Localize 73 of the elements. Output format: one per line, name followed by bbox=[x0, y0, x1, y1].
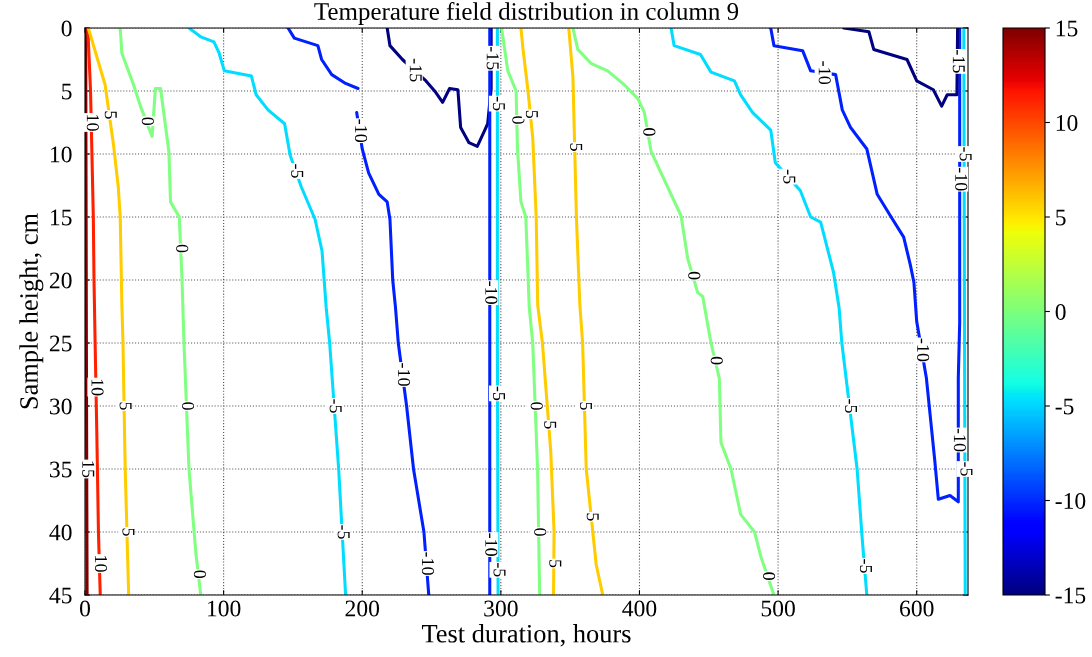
annotation: -10 bbox=[354, 119, 368, 143]
y-tick-label: 20 bbox=[49, 272, 72, 289]
annotation: 15 bbox=[82, 461, 95, 478]
annotation: 5 bbox=[119, 402, 132, 410]
x-tick-label: 100 bbox=[207, 600, 241, 617]
annotation: -5 bbox=[859, 559, 872, 573]
annotation: -10 bbox=[397, 363, 411, 386]
annotation: 0 bbox=[643, 128, 656, 136]
annotation: -5 bbox=[493, 386, 506, 401]
annotation: 0 bbox=[193, 570, 206, 579]
annotation: -10 bbox=[485, 533, 498, 556]
y-tick-label: 0 bbox=[61, 20, 72, 37]
annotation: -10 bbox=[917, 338, 930, 362]
x-tick-label: 600 bbox=[900, 600, 934, 617]
y-tick-label: 5 bbox=[62, 83, 72, 100]
annotation: -5 bbox=[337, 525, 350, 539]
annotation: 10 bbox=[91, 379, 104, 396]
annotation: 5 bbox=[579, 402, 592, 410]
annotation: -5 bbox=[844, 399, 857, 413]
annotation: -10 bbox=[955, 167, 968, 191]
annotation: -5 bbox=[959, 147, 972, 161]
annotation: 0 bbox=[710, 356, 723, 365]
annotation: -5 bbox=[492, 96, 505, 111]
color-bar-label: 0 bbox=[1055, 303, 1066, 320]
annotation: -5 bbox=[329, 399, 342, 413]
annotation: -5 bbox=[291, 164, 304, 178]
x-axis-title: Test duration, hours bbox=[422, 624, 631, 647]
annotation: 5 bbox=[122, 528, 135, 536]
annotation: -10 bbox=[485, 281, 498, 304]
annotation: 5 bbox=[586, 513, 599, 521]
annotation: 0 bbox=[141, 117, 154, 126]
y-tick-label: 40 bbox=[49, 524, 72, 541]
annotation: 5 bbox=[549, 560, 562, 568]
annotation: 0 bbox=[530, 402, 543, 410]
chart-title: Temperature field distribution in column 9 bbox=[314, 2, 739, 25]
y-axis-title: Sample height, cm bbox=[19, 213, 44, 409]
color-bar-label: -15 bbox=[1055, 587, 1086, 604]
color-bar-label: 15 bbox=[1056, 20, 1078, 37]
annotation: -5 bbox=[960, 462, 973, 476]
x-tick-label: 400 bbox=[622, 600, 657, 617]
color-bar-label: 5 bbox=[1056, 209, 1066, 226]
x-tick-label: 500 bbox=[761, 600, 795, 617]
annotation: -10 bbox=[818, 61, 831, 85]
x-tick-label: 200 bbox=[345, 600, 380, 617]
annotation: 0 bbox=[181, 402, 195, 410]
annotation: -15 bbox=[952, 50, 965, 73]
color-bar-label: -10 bbox=[1055, 492, 1086, 509]
color-bar-label: 10 bbox=[1056, 114, 1078, 131]
annotation: 0 bbox=[688, 271, 701, 280]
annotation: 10 bbox=[86, 115, 99, 131]
annotation: 10 bbox=[94, 556, 108, 572]
x-tick-label: 300 bbox=[484, 600, 518, 617]
annotation: -10 bbox=[953, 428, 966, 452]
y-tick-label: 30 bbox=[50, 398, 72, 415]
annotation: 0 bbox=[176, 244, 189, 253]
annotation: 0 bbox=[762, 572, 776, 580]
annotation: 5 bbox=[104, 111, 117, 119]
annotation: 0 bbox=[534, 528, 547, 536]
annotation: -15 bbox=[409, 58, 422, 82]
y-tick-label: 10 bbox=[50, 146, 72, 163]
annotation: -10 bbox=[421, 552, 435, 575]
annotation: -5 bbox=[493, 562, 506, 577]
annotation: 5 bbox=[570, 143, 583, 151]
x-tick-label: 0 bbox=[80, 600, 90, 617]
annotation: 5 bbox=[544, 421, 557, 429]
y-tick-label: 45 bbox=[49, 587, 72, 604]
annotation: -15 bbox=[486, 46, 499, 70]
y-tick-label: 25 bbox=[49, 335, 72, 352]
color-bar-label: -5 bbox=[1055, 398, 1074, 415]
y-tick-label: 15 bbox=[50, 209, 72, 226]
annotation: -5 bbox=[783, 169, 796, 184]
annotation: 5 bbox=[525, 110, 538, 119]
y-tick-label: 35 bbox=[50, 461, 72, 478]
